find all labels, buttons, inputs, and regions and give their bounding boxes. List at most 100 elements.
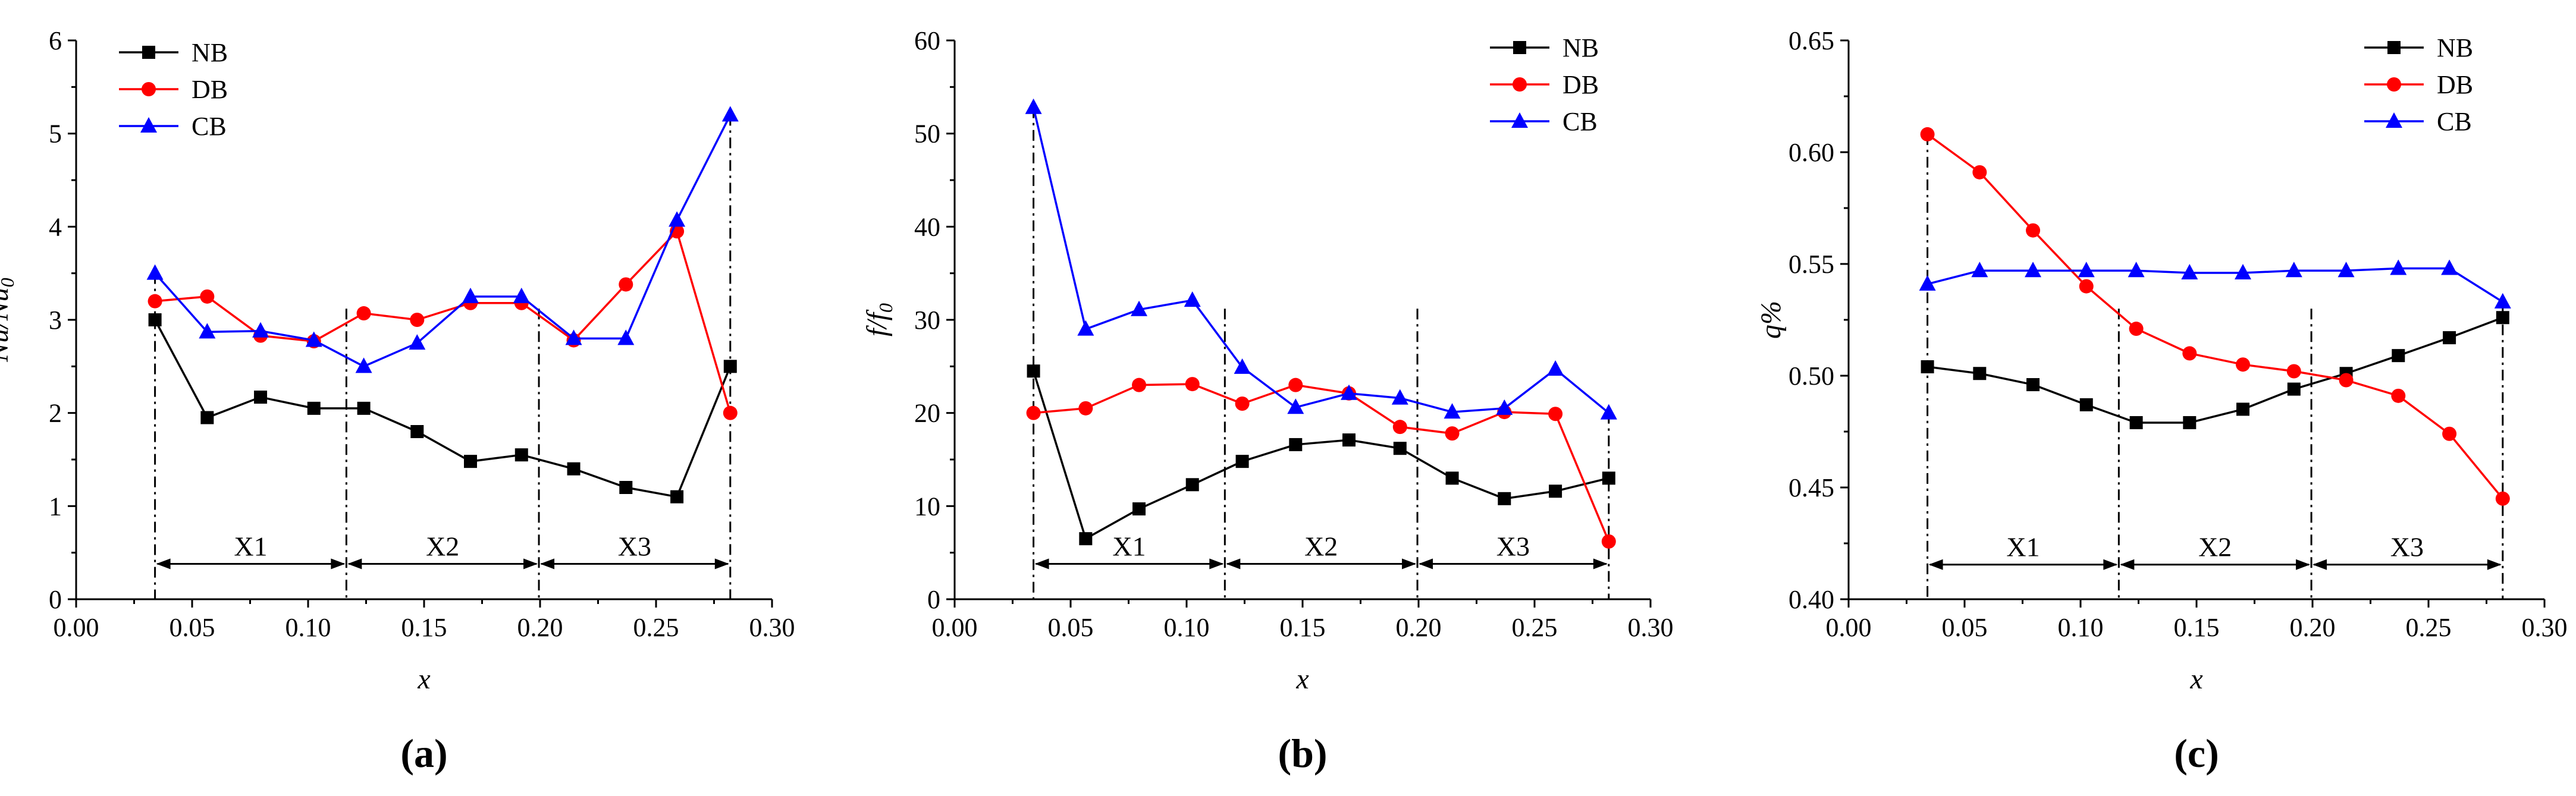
x-tick-label: 0.05 <box>1942 613 1988 642</box>
data-point-nb <box>1079 532 1093 546</box>
y-tick-label: 20 <box>914 399 940 428</box>
data-point-db <box>356 306 371 321</box>
data-point-cb <box>252 322 269 338</box>
panel-b: 0.00 0.05 0.10 0.15 0.20 0.25 0.30 0 10 20 30 40 50 6… <box>861 26 1674 776</box>
y-tick-label: 0.45 <box>1789 473 1834 502</box>
panel-label: (b) <box>1278 731 1327 776</box>
data-point-db <box>1445 426 1460 441</box>
data-point-db <box>1920 127 1935 141</box>
x-tick-label: 0.25 <box>1512 613 1558 642</box>
region-arrowhead-right <box>523 558 538 570</box>
x-tick-label: 0.30 <box>749 613 795 642</box>
data-point-cb <box>1444 403 1461 419</box>
data-point-nb <box>2392 349 2405 363</box>
x-tick-label: 0.20 <box>2290 613 2336 642</box>
region-arrowhead-right <box>331 558 346 570</box>
x-tick-label: 0.10 <box>1164 613 1210 642</box>
y-tick-label: 5 <box>49 119 62 149</box>
data-point-cb <box>1919 275 1936 291</box>
data-point-nb <box>2129 416 2143 429</box>
y-tick-label: 30 <box>914 306 940 335</box>
region-arrowhead-right <box>2487 559 2502 570</box>
data-point-nb <box>2287 382 2301 396</box>
data-point-nb <box>619 481 633 494</box>
region-arrowhead-right <box>1402 558 1417 570</box>
data-point-db <box>2286 364 2301 379</box>
region-arrowhead-right <box>1593 558 1608 570</box>
legend-label: NB <box>192 38 228 67</box>
data-point-nb <box>410 425 424 438</box>
series-line-nb <box>1927 316 2503 424</box>
data-point-cb <box>2390 259 2407 275</box>
y-axis-title-subscript: 0 <box>875 303 896 313</box>
x-tick-label: 0.25 <box>2406 613 2452 642</box>
data-point-cb <box>565 329 582 345</box>
data-point-nb <box>2026 378 2040 392</box>
data-point-cb <box>1077 320 1094 336</box>
data-point-db <box>1601 534 1616 549</box>
legend-marker-nb <box>142 46 155 59</box>
data-point-db <box>1235 397 1250 411</box>
legend-marker-cb <box>1511 112 1528 128</box>
legend-label: CB <box>1562 107 1598 136</box>
data-point-cb <box>2337 262 2355 278</box>
legend-marker-nb <box>1513 41 1526 54</box>
region-arrowhead-left <box>1226 558 1241 570</box>
x-tick-label: 0.05 <box>1048 613 1094 642</box>
series-line-db <box>1033 383 1610 542</box>
panel-a: 0.00 0.05 0.10 0.15 0.20 0.25 0.30 0 1 2 3 4 5 6 x Nu/N… <box>0 26 795 776</box>
x-tick-label: 0.20 <box>517 613 563 642</box>
data-point-db <box>1132 377 1147 392</box>
data-point-nb <box>1393 442 1407 455</box>
x-tick-label: 0.25 <box>633 613 679 642</box>
series-line-db <box>155 229 732 414</box>
data-point-cb <box>305 331 322 347</box>
panel-c: 0.00 0.05 0.10 0.15 0.20 0.25 0.30 0.40 0.45 0.50… <box>1755 26 2568 776</box>
data-point-nb <box>2496 311 2509 325</box>
x-tick-label: 0.00 <box>932 613 978 642</box>
legend-label: DB <box>192 75 228 104</box>
region-arrowhead-right <box>2296 559 2311 570</box>
data-point-cb <box>669 211 686 227</box>
data-point-cb <box>2181 264 2198 280</box>
x-tick-label: 0.15 <box>2174 613 2220 642</box>
legend-marker-db <box>1513 77 1527 92</box>
legend-label: CB <box>2437 107 2472 136</box>
y-axis-title-subscript: 0 <box>0 278 18 287</box>
panel-label: (a) <box>400 731 447 776</box>
data-point-cb <box>513 287 530 303</box>
y-tick-label: 0 <box>49 585 62 614</box>
legend-marker-nb <box>2387 41 2401 54</box>
data-point-db <box>148 294 162 309</box>
legend-marker-db <box>142 82 156 96</box>
data-point-cb <box>1131 300 1148 316</box>
x-tick-label: 0.15 <box>401 613 447 642</box>
region-label: X2 <box>1304 531 1338 561</box>
data-point-db <box>2442 426 2457 441</box>
data-point-db <box>2391 388 2406 403</box>
data-point-cb <box>1184 291 1201 307</box>
region-label: X1 <box>2006 532 2040 562</box>
data-point-db <box>2182 346 2197 361</box>
region-arrowhead-left <box>156 558 171 570</box>
data-point-nb <box>2236 402 2249 416</box>
data-point-db <box>1548 407 1563 421</box>
region-label: X3 <box>1496 531 1530 561</box>
region-arrowhead-left <box>1419 558 1433 570</box>
y-tick-label: 6 <box>49 26 62 55</box>
series-line-db <box>1926 133 2504 499</box>
region-arrowhead-left <box>2313 559 2327 570</box>
data-point-db <box>723 405 738 420</box>
x-tick-label: 0.30 <box>2522 613 2568 642</box>
x-tick-label: 0.05 <box>170 613 215 642</box>
y-axis-title-main: f/f <box>861 309 893 336</box>
panel-label: (c) <box>2174 731 2219 776</box>
data-point-cb <box>2078 262 2095 278</box>
region-label: X2 <box>2198 532 2232 562</box>
data-point-db <box>2495 491 2510 506</box>
y-tick-label: 3 <box>49 306 62 335</box>
y-axis-title: q% <box>1755 301 1787 339</box>
data-point-nb <box>1921 360 1934 373</box>
data-point-db <box>2079 279 2094 294</box>
